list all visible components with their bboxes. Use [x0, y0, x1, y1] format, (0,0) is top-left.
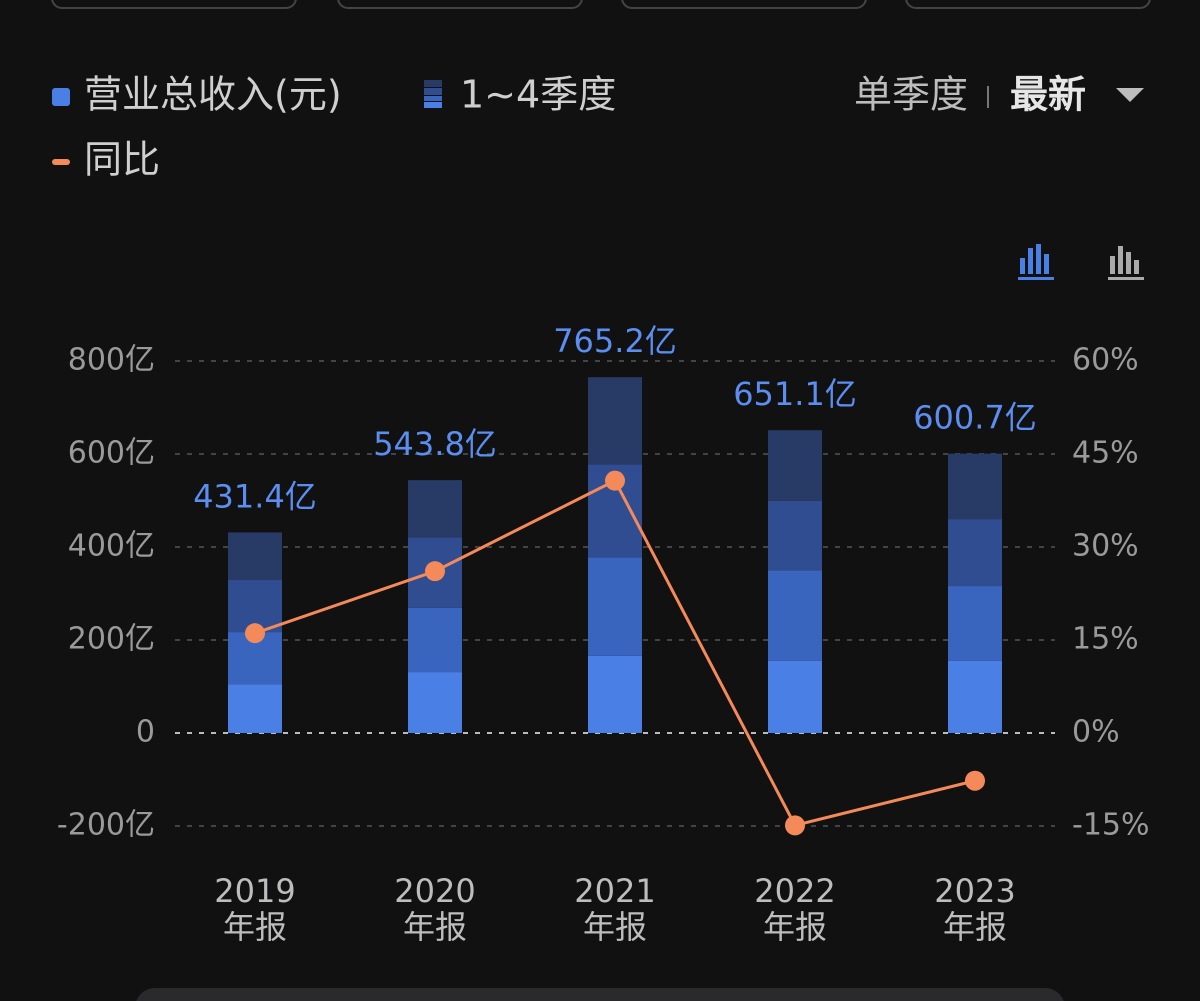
bar-segment	[948, 453, 1002, 520]
bar-segment	[768, 660, 822, 733]
legend-swatch	[52, 88, 70, 106]
x-tick-line: 2019	[214, 872, 295, 910]
bar-segment	[948, 660, 1002, 733]
tab[interactable]	[51, 0, 297, 9]
bar-segment	[768, 500, 822, 571]
bar-segment	[408, 480, 462, 538]
x-tick-line: 年报	[763, 908, 827, 946]
legend-label: 1~4季度	[460, 73, 616, 117]
legend-label: 营业总收入(元)	[84, 73, 342, 117]
x-tick-line: 年报	[583, 908, 647, 946]
x-tick-line: 2023	[934, 872, 1015, 910]
x-tick-line: 2022	[754, 872, 835, 910]
y2-tick-label: 60%	[1072, 343, 1139, 378]
mode-toggle[interactable]: 单季度	[854, 73, 968, 117]
x-tick-line: 年报	[403, 908, 467, 946]
y-tick-label: 0	[136, 715, 155, 750]
total-label: 765.2亿	[553, 322, 677, 360]
x-tick-line: 年报	[943, 908, 1007, 946]
yoy-point	[245, 623, 265, 644]
bar-segment	[228, 532, 282, 581]
bar-segment	[228, 684, 282, 733]
tab[interactable]	[621, 0, 867, 9]
y2-tick-label: 30%	[1072, 529, 1139, 564]
legend-swatch	[424, 80, 442, 108]
x-tick-label: 2021 年报	[574, 872, 655, 946]
x-tick-label: 2023 年报	[934, 872, 1015, 946]
y2-tick-label: 45%	[1072, 436, 1139, 471]
tab[interactable]	[337, 0, 583, 9]
y-tick-label: 800亿	[68, 343, 155, 378]
total-label: 600.7亿	[913, 399, 1037, 437]
bar-segment	[768, 430, 822, 501]
bar-segment	[408, 607, 462, 673]
total-label: 543.8亿	[373, 425, 497, 463]
period-select[interactable]: 最新	[1010, 73, 1086, 117]
y2-tick-label: 0%	[1072, 715, 1120, 750]
y-tick-label: 600亿	[68, 436, 155, 471]
legend-swatch	[52, 159, 70, 165]
bar-segment	[588, 655, 642, 733]
chart-icon-plain[interactable]	[1108, 246, 1144, 280]
x-tick-label: 2020 年报	[394, 872, 475, 946]
y-tick-label: -200亿	[57, 808, 155, 843]
yoy-point	[785, 815, 805, 836]
bottom-bar	[136, 988, 1064, 1001]
chart-icon-stacked[interactable]	[1018, 244, 1054, 280]
total-label: 431.4亿	[193, 477, 317, 515]
tab[interactable]	[905, 0, 1151, 9]
x-tick-line: 2020	[394, 872, 475, 910]
y2-tick-label: -15%	[1072, 808, 1150, 843]
bar-segment	[768, 570, 822, 661]
y-tick-label: 400亿	[68, 529, 155, 564]
total-label: 651.1亿	[733, 375, 857, 413]
x-tick-line: 2021	[574, 872, 655, 910]
yoy-point	[605, 470, 625, 491]
y-tick-label: 200亿	[68, 622, 155, 657]
yoy-point	[425, 561, 445, 582]
bar-segment	[408, 672, 462, 733]
dropdown-arrow[interactable]	[1116, 88, 1144, 102]
bar-segment	[588, 377, 642, 465]
x-tick-label: 2019 年报	[214, 872, 295, 946]
bar-segment	[948, 519, 1002, 587]
bar-segment	[588, 557, 642, 656]
bar-segment	[948, 586, 1002, 661]
yoy-point	[965, 770, 985, 791]
x-tick-line: 年报	[223, 908, 287, 946]
legend-label: 同比	[84, 138, 160, 182]
x-tick-label: 2022 年报	[754, 872, 835, 946]
y2-tick-label: 15%	[1072, 622, 1139, 657]
